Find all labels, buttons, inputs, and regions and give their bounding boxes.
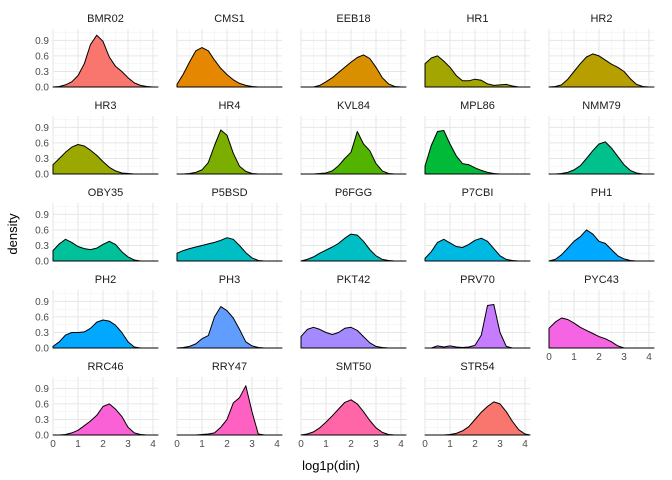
density-area-p5bsd (176, 237, 283, 262)
x-tick-label: 1 (75, 439, 81, 450)
facet-label: NMM79 (582, 100, 621, 112)
y-tick-label: 0.3 (35, 154, 49, 165)
x-tick-label: 3 (125, 439, 131, 450)
x-tick-label: 4 (398, 439, 404, 450)
facet-label: P7CBI (462, 187, 494, 199)
facet-label: HR3 (94, 100, 116, 112)
x-tick-label: 0 (50, 439, 56, 450)
density-area-hr2 (548, 53, 655, 88)
x-tick-label: 4 (274, 439, 280, 450)
x-tick-label: 1 (571, 352, 577, 363)
density-area-cms1 (176, 47, 283, 88)
y-tick-label: 0.6 (35, 225, 49, 236)
x-tick-label: 3 (497, 439, 503, 450)
y-tick-label: 0.3 (35, 67, 49, 78)
facet-label: P5BSD (211, 187, 247, 199)
y-tick-label: 0.3 (35, 241, 49, 252)
y-tick-label: 0.9 (35, 123, 49, 134)
facet-label: RRC46 (87, 361, 123, 373)
density-area-pyc43 (548, 317, 655, 349)
facet-label: CMS1 (214, 13, 245, 25)
facet-label: OBY35 (88, 187, 123, 199)
density-area-rry47 (176, 385, 283, 436)
x-tick-label: 1 (323, 439, 329, 450)
y-tick-label: 0.3 (35, 415, 49, 426)
x-axis-title: log1p(din) (302, 458, 360, 473)
x-tick-label: 2 (596, 352, 602, 363)
density-area-hr1 (424, 55, 531, 88)
facet-label: MPL86 (460, 100, 495, 112)
density-area-oby35 (52, 238, 159, 262)
x-tick-label: 2 (224, 439, 230, 450)
density-area-prv70 (424, 304, 531, 349)
facet-label: EEB18 (336, 13, 370, 25)
x-tick-label: 0 (422, 439, 428, 450)
density-area-ph1 (548, 229, 655, 262)
facet-label: HR1 (466, 13, 488, 25)
facet-label: P6FGG (335, 187, 372, 199)
y-tick-label: 0.0 (35, 83, 49, 94)
facet-label: PH2 (95, 274, 116, 286)
y-tick-label: 0.6 (35, 51, 49, 62)
y-tick-label: 0.3 (35, 328, 49, 339)
facet-label: SMT50 (336, 361, 371, 373)
x-tick-label: 3 (373, 439, 379, 450)
y-tick-label: 0.0 (35, 344, 49, 355)
x-tick-label: 0 (546, 352, 552, 363)
x-tick-label: 1 (447, 439, 453, 450)
density-area-nmm79 (548, 141, 655, 175)
x-tick-label: 3 (621, 352, 627, 363)
y-tick-label: 0.9 (35, 384, 49, 395)
y-tick-label: 0.6 (35, 138, 49, 149)
density-area-ph3 (176, 306, 283, 349)
density-area-ph2 (52, 319, 159, 349)
density-area-bmr02 (52, 34, 159, 88)
density-area-rrc46 (52, 403, 159, 436)
density-area-eeb18 (300, 54, 407, 88)
y-tick-label: 0.0 (35, 257, 49, 268)
x-tick-label: 4 (150, 439, 156, 450)
facet-label: KVL84 (337, 100, 370, 112)
density-area-mpl86 (424, 130, 531, 175)
x-tick-label: 1 (199, 439, 205, 450)
density-area-smt50 (300, 399, 407, 436)
density-area-p7cbi (424, 237, 531, 262)
facet-label: PYC43 (584, 274, 619, 286)
x-tick-label: 2 (348, 439, 354, 450)
y-tick-label: 0.9 (35, 297, 49, 308)
density-area-str54 (424, 401, 531, 436)
x-tick-label: 2 (472, 439, 478, 450)
y-tick-label: 0.9 (35, 36, 49, 47)
y-tick-label: 0.0 (35, 431, 49, 442)
facet-label: RRY47 (212, 361, 247, 373)
facet-label: HR4 (218, 100, 240, 112)
y-tick-label: 0.6 (35, 399, 49, 410)
x-tick-label: 0 (174, 439, 180, 450)
density-area-p6fgg (300, 233, 407, 262)
density-area-hr4 (176, 129, 283, 175)
facet-label: PRV70 (460, 274, 495, 286)
density-area-pkt42 (300, 326, 407, 349)
x-tick-label: 0 (298, 439, 304, 450)
facet-label: PH3 (219, 274, 240, 286)
x-tick-label: 2 (100, 439, 106, 450)
facet-label: BMR02 (87, 13, 124, 25)
y-tick-label: 0.9 (35, 210, 49, 221)
y-tick-label: 0.6 (35, 312, 49, 323)
facet-label: PH1 (591, 187, 612, 199)
density-area-hr3 (52, 144, 159, 175)
facet-label: PKT42 (337, 274, 371, 286)
x-tick-label: 4 (522, 439, 528, 450)
x-tick-label: 3 (249, 439, 255, 450)
density-area-kvl84 (300, 131, 407, 175)
y-tick-label: 0.0 (35, 170, 49, 181)
x-tick-label: 4 (646, 352, 652, 363)
facet-label: HR2 (590, 13, 612, 25)
y-axis-title: density (5, 213, 20, 255)
facet-label: STR54 (460, 361, 494, 373)
